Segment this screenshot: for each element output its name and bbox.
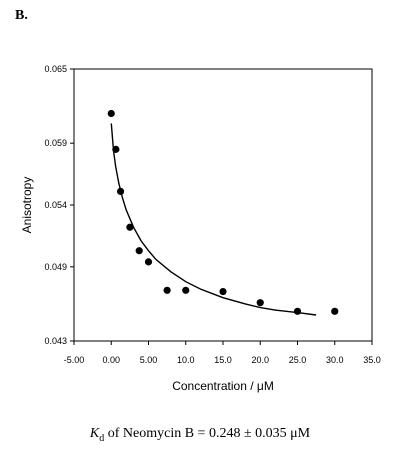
data-point: [135, 247, 143, 255]
data-points: [107, 109, 339, 315]
x-tick-label: 35.0: [363, 355, 381, 365]
x-tick-label: 30.0: [326, 355, 344, 365]
data-point: [293, 307, 302, 315]
data-point: [182, 286, 190, 294]
y-tick-label: 0.049: [44, 262, 67, 272]
x-tick-label: 25.0: [289, 355, 307, 365]
y-tick-label: 0.059: [44, 138, 67, 148]
x-tick-label: 15.0: [214, 355, 232, 365]
fit-curve: [110, 123, 317, 316]
kd-symbol: K: [89, 426, 100, 441]
panel-label: B.: [15, 8, 28, 23]
data-point: [219, 287, 227, 296]
caption: Kd of Neomycin B = 0.248 ± 0.035 μM: [0, 426, 400, 444]
data-point: [163, 286, 171, 294]
data-point: [116, 187, 125, 195]
data-point: [112, 145, 120, 153]
data-point: [144, 258, 153, 266]
x-tick-label: 5.00: [140, 355, 158, 365]
kd-subscript: d: [99, 432, 105, 444]
x-tick-label: -5.00: [64, 355, 85, 365]
x-tick-label: 20.0: [251, 355, 269, 365]
caption-text: of Neomycin B = 0.248 ± 0.035 μM: [104, 426, 311, 441]
data-point: [107, 109, 115, 118]
data-point: [256, 299, 264, 307]
fit-curve-group: [110, 123, 317, 316]
y-axis-ticks: 0.065 0.059 0.054 0.049 0.043: [44, 64, 74, 346]
x-tick-label: 10.0: [177, 355, 195, 365]
y-tick-label: 0.054: [44, 200, 67, 210]
y-tick-label: 0.065: [44, 64, 67, 74]
y-tick-label: 0.043: [44, 336, 67, 346]
plot-frame: [73, 68, 373, 342]
x-axis-ticks: -5.00 0.00 5.00 10.0 15.0 20.0 25.0 30.0 35.0: [64, 341, 381, 365]
x-axis-label: Concentration / μM: [172, 379, 274, 393]
data-point: [126, 223, 134, 231]
y-axis-label: Anisotropy: [20, 177, 34, 234]
x-tick-label: 0.00: [102, 355, 120, 365]
data-point: [331, 307, 339, 315]
